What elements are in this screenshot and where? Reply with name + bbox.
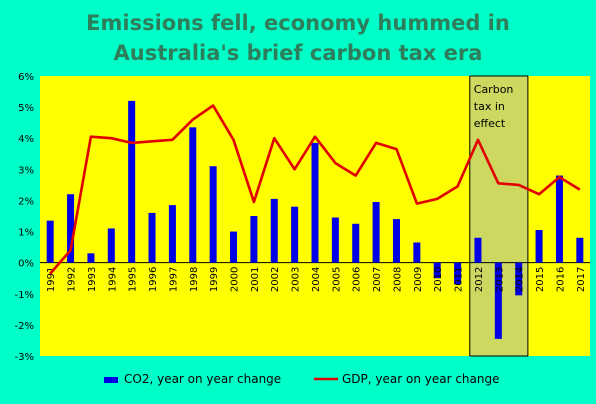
x-tick-label: 1991 bbox=[46, 267, 57, 292]
annotation-line: Carbon bbox=[474, 83, 514, 96]
annotation-line: effect bbox=[474, 117, 506, 130]
x-tick-label: 1999 bbox=[209, 267, 220, 292]
co2-bar bbox=[209, 166, 217, 263]
chart-title-line1: Emissions fell, economy hummed in bbox=[86, 11, 510, 35]
co2-bar bbox=[352, 223, 360, 263]
legend-swatch-co2 bbox=[104, 377, 118, 383]
co2-bar bbox=[331, 217, 339, 263]
co2-bar bbox=[454, 262, 462, 285]
co2-bar bbox=[474, 237, 482, 263]
x-tick-label: 2010 bbox=[433, 267, 444, 292]
co2-bar bbox=[270, 198, 278, 263]
co2-bar bbox=[433, 262, 441, 279]
legend-label-gdp: GDP, year on year change bbox=[342, 372, 500, 386]
x-tick-label: 2008 bbox=[392, 267, 403, 292]
x-tick-label: 2012 bbox=[474, 267, 485, 292]
x-tick-label: 2017 bbox=[576, 267, 587, 292]
chart-title-line2: Australia's brief carbon tax era bbox=[113, 41, 483, 65]
x-tick-label: 2004 bbox=[311, 267, 322, 292]
co2-bar bbox=[515, 262, 523, 296]
y-tick-label: 2% bbox=[18, 196, 34, 207]
legend-label-co2: CO2, year on year change bbox=[124, 372, 281, 386]
co2-bar bbox=[392, 219, 400, 263]
y-tick-label: 5% bbox=[18, 103, 34, 114]
x-tick-label: 2005 bbox=[331, 267, 342, 292]
x-tick-label: 2002 bbox=[270, 267, 281, 292]
x-tick-label: 1995 bbox=[128, 267, 139, 292]
co2-bar bbox=[494, 262, 502, 339]
co2-bar bbox=[250, 216, 258, 263]
y-tick-label: -1% bbox=[15, 290, 34, 301]
co2-bar bbox=[67, 194, 75, 263]
x-tick-label: 2014 bbox=[515, 267, 526, 292]
co2-bar bbox=[555, 175, 563, 263]
x-tick-label: 2015 bbox=[535, 267, 546, 292]
x-tick-label: 1997 bbox=[168, 267, 179, 292]
x-tick-label: 2003 bbox=[291, 267, 302, 292]
co2-bar bbox=[168, 205, 176, 263]
co2-bar bbox=[413, 242, 421, 263]
y-tick-label: 4% bbox=[18, 134, 34, 145]
x-tick-label: 2011 bbox=[454, 267, 465, 292]
x-tick-label: 1998 bbox=[189, 267, 200, 292]
x-tick-label: 2001 bbox=[250, 267, 261, 292]
x-tick-label: 1996 bbox=[148, 267, 159, 292]
co2-bar bbox=[535, 230, 543, 263]
co2-bar bbox=[372, 202, 380, 263]
x-tick-label: 2000 bbox=[230, 267, 241, 292]
y-tick-label: 3% bbox=[18, 165, 34, 176]
x-tick-label: 2016 bbox=[555, 267, 566, 292]
x-tick-label: 1992 bbox=[67, 267, 78, 292]
gdp-line bbox=[49, 104, 581, 275]
co2-bar bbox=[107, 228, 115, 263]
co2-bar bbox=[230, 231, 238, 263]
co2-bar bbox=[291, 206, 299, 263]
co2-bar bbox=[87, 253, 95, 263]
y-tick-label: -2% bbox=[15, 321, 34, 332]
co2-bar bbox=[128, 100, 136, 263]
co2-bar bbox=[46, 220, 54, 263]
annotation-line: tax in bbox=[474, 100, 505, 113]
co2-bar bbox=[189, 127, 197, 263]
y-tick-label: 6% bbox=[18, 72, 34, 83]
x-tick-label: 1994 bbox=[107, 267, 118, 292]
x-tick-label: 2007 bbox=[372, 267, 383, 292]
y-tick-label: -3% bbox=[15, 352, 34, 363]
y-tick-label: 0% bbox=[18, 259, 34, 270]
co2-bar bbox=[311, 142, 319, 263]
y-tick-label: 1% bbox=[18, 228, 34, 239]
x-tick-label: 1993 bbox=[87, 267, 98, 292]
x-tick-label: 2009 bbox=[413, 267, 424, 292]
x-tick-label: 2006 bbox=[352, 267, 363, 292]
co2-bar bbox=[576, 237, 584, 263]
x-tick-label: 2013 bbox=[494, 267, 505, 292]
co2-bar bbox=[148, 212, 156, 263]
